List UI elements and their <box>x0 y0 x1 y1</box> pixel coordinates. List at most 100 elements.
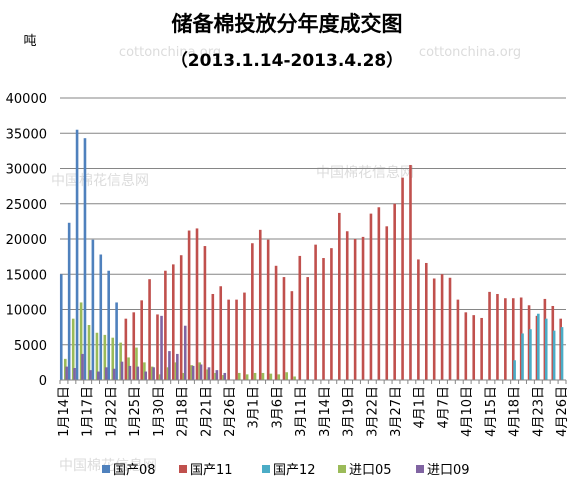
watermark-text: cottonchina.org <box>119 45 221 60</box>
bar <box>552 330 556 380</box>
bar <box>537 313 540 380</box>
legend-label: 进口05 <box>349 463 392 478</box>
bar <box>143 362 146 381</box>
bar <box>480 317 483 380</box>
x-tick-label: 3月22日 <box>365 386 380 437</box>
bar <box>440 274 444 380</box>
bar <box>261 372 265 380</box>
bar <box>206 369 209 380</box>
bar <box>140 300 143 380</box>
chart-title: 储备棉投放分年度成交图 <box>172 12 403 36</box>
y-tick-label: 25000 <box>6 198 47 213</box>
bar <box>198 362 202 381</box>
bar <box>245 374 249 380</box>
bar <box>496 293 499 380</box>
bar <box>214 372 217 380</box>
bar <box>111 337 115 380</box>
x-tick-label: 2月26日 <box>223 386 238 437</box>
bar <box>176 353 179 380</box>
bar <box>115 302 118 380</box>
x-tick-label: 1月17日 <box>81 386 96 437</box>
bar <box>104 367 108 380</box>
legend-label: 进口09 <box>427 463 470 478</box>
x-tick-label: 2月18日 <box>176 386 191 437</box>
bar <box>401 177 404 380</box>
bar <box>152 367 155 380</box>
bar <box>179 255 183 380</box>
bar <box>353 239 357 380</box>
bar <box>535 315 539 380</box>
x-tick-label: 3月6日 <box>270 386 285 429</box>
x-tick-label: 1月22日 <box>104 386 119 437</box>
bar <box>298 255 302 380</box>
bar <box>322 258 325 380</box>
legend-swatch <box>338 465 346 473</box>
bar <box>314 244 317 380</box>
bar <box>559 318 562 380</box>
bar <box>243 292 246 380</box>
bar <box>560 327 564 381</box>
bar <box>488 291 491 381</box>
bar <box>417 259 420 380</box>
y-tick-label: 35000 <box>6 127 47 142</box>
bar <box>282 277 286 380</box>
bar <box>235 299 238 380</box>
bar <box>290 291 294 380</box>
x-tick-label: 4月7日 <box>437 386 452 429</box>
bar <box>285 372 288 380</box>
bar <box>504 298 507 380</box>
bar <box>237 372 241 380</box>
bar <box>409 164 412 380</box>
bar <box>219 286 223 380</box>
y-tick-label: 40000 <box>6 92 47 107</box>
bars-group <box>59 129 564 381</box>
bar <box>393 203 396 380</box>
bar <box>148 279 151 380</box>
bar <box>253 372 257 380</box>
bar <box>119 342 122 380</box>
bar <box>266 239 270 380</box>
y-axis-unit-label: 吨 <box>23 34 36 49</box>
legend-label: 国产08 <box>113 463 156 478</box>
bar <box>127 357 130 380</box>
bar <box>120 361 124 380</box>
bar <box>222 375 225 380</box>
bar <box>95 332 99 380</box>
bar <box>112 368 116 380</box>
bar <box>135 347 138 380</box>
bar <box>277 374 281 380</box>
watermark-text: cottonchina.org <box>419 45 521 60</box>
y-tick-label: 0 <box>39 374 47 389</box>
bar <box>190 365 194 380</box>
bar <box>306 277 309 380</box>
bar <box>91 239 95 380</box>
legend-label: 国产12 <box>273 463 316 478</box>
bar <box>521 333 524 380</box>
bar <box>174 362 178 381</box>
bar <box>544 318 548 380</box>
bar <box>83 138 87 380</box>
bar <box>79 302 83 380</box>
y-tick-label: 30000 <box>6 163 47 178</box>
bar <box>67 222 71 380</box>
bar <box>203 246 207 380</box>
bar <box>64 358 67 380</box>
bar <box>227 299 230 380</box>
x-tick-label: 4月18日 <box>508 386 523 437</box>
bar <box>136 366 140 380</box>
bar <box>171 264 175 380</box>
legend-swatch <box>179 465 187 473</box>
bar <box>527 305 531 380</box>
x-tick-label: 1月14日 <box>57 386 72 437</box>
bar <box>191 365 195 380</box>
bar <box>164 270 167 380</box>
bar <box>156 314 159 380</box>
bar <box>369 213 373 380</box>
bar <box>87 325 91 380</box>
bar <box>215 370 219 380</box>
bar <box>150 366 154 380</box>
x-tick-label: 1月30日 <box>152 386 167 437</box>
legend: 国产08 国产11 国产12 进口05 进口09 <box>102 463 470 478</box>
bar <box>448 277 452 380</box>
bar <box>432 278 436 380</box>
